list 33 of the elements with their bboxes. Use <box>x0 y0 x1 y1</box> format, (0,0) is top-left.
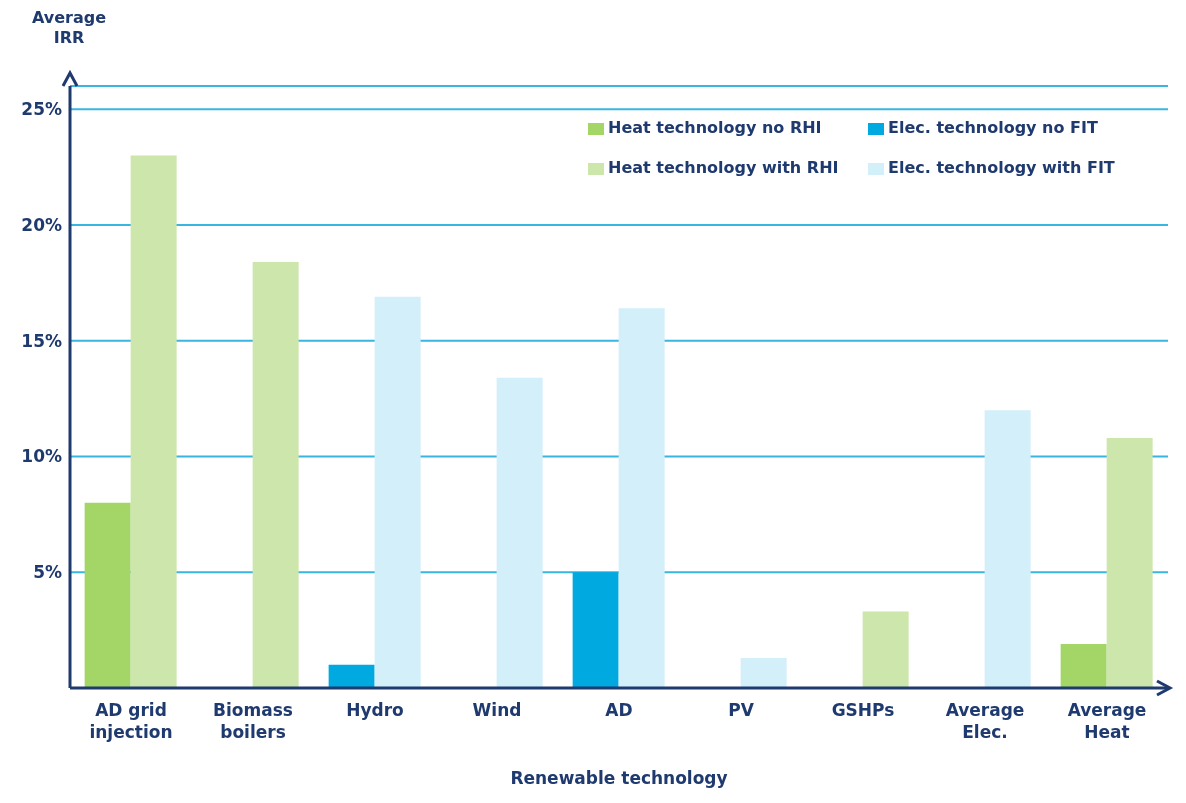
x-tick-label: PV <box>728 700 755 720</box>
x-tick-label: AD <box>605 700 633 720</box>
bar <box>862 611 909 688</box>
legend-label: Heat technology no RHI <box>608 117 823 139</box>
x-tick-label: GSHPs <box>831 700 895 720</box>
legend-label: Heat technology with RHI <box>608 157 840 179</box>
bar <box>374 296 421 688</box>
y-tick-label: 20% <box>21 214 62 235</box>
y-tick-label: 15% <box>21 330 62 351</box>
bar <box>130 155 177 688</box>
x-axis-title: Renewable technology <box>509 768 729 788</box>
y-axis-title: Average IRR <box>30 8 108 48</box>
bar <box>84 502 131 688</box>
x-tick-label: Average Heat <box>1067 700 1147 742</box>
x-tick-label: Wind <box>472 700 522 720</box>
bar <box>984 410 1031 688</box>
y-tick-label: 5% <box>33 562 62 583</box>
x-tick-label: AD grid injection <box>89 700 173 742</box>
legend-label: Elec. technology with FIT <box>888 157 1116 179</box>
y-tick-label: 10% <box>21 446 62 467</box>
bar <box>618 308 665 688</box>
bar <box>252 261 299 688</box>
legend-label: Elec. technology no FIT <box>888 117 1099 139</box>
y-tick-label: 25% <box>21 99 62 120</box>
x-tick-label: Biomass boilers <box>213 700 293 742</box>
bar <box>328 664 375 688</box>
x-tick-label: Hydro <box>346 700 404 720</box>
bar <box>572 572 619 688</box>
bar <box>1106 437 1153 688</box>
x-tick-label: Average Elec. <box>945 700 1025 742</box>
bar <box>496 377 543 688</box>
bar <box>740 657 787 688</box>
bar <box>1060 644 1107 688</box>
